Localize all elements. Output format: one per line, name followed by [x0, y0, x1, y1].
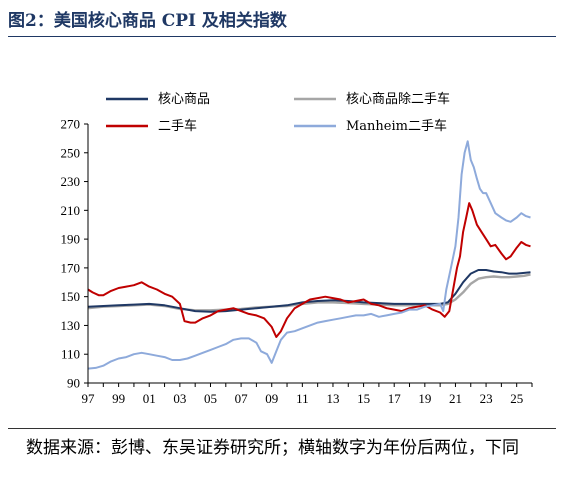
x-tick-label: 21 [449, 391, 462, 406]
chart-title: 图2：美国核心商品 CPI 及相关指数 [8, 11, 287, 31]
y-tick-label: 270 [61, 117, 81, 132]
x-tick-label: 99 [112, 391, 125, 406]
y-tick-label: 210 [61, 203, 81, 218]
x-tick-label: 19 [418, 391, 431, 406]
x-tick-label: 11 [296, 391, 309, 406]
x-tick-label: 25 [510, 391, 523, 406]
y-tick-label: 190 [61, 232, 81, 247]
y-tick-label: 250 [61, 145, 81, 160]
x-tick-label: 01 [143, 391, 156, 406]
x-tick-label: 23 [480, 391, 493, 406]
legend-label-0: 核心商品 [158, 92, 210, 107]
y-tick-label: 90 [67, 376, 80, 391]
legend-label-3: Manheim二手车 [346, 118, 447, 134]
x-tick-label: 07 [235, 391, 249, 406]
y-tick-label: 130 [61, 318, 81, 333]
legend-label-2: 二手车 [158, 118, 197, 134]
x-tick-label: 17 [388, 391, 402, 406]
series-line-3 [87, 140, 531, 370]
x-tick-label: 05 [204, 391, 217, 406]
y-tick-label: 110 [61, 347, 80, 362]
x-tick-label: 09 [265, 391, 278, 406]
source-divider [8, 428, 556, 429]
source-note: 数据来源：彭博、东吴证券研究所；横轴数字为年份后两位，下同 [26, 438, 519, 458]
y-tick-label: 230 [61, 174, 81, 189]
x-tick-label: 97 [82, 391, 96, 406]
line-chart: 90 110 130 150 170 190 210 230 250 270 97 99 01 03 05 0… [61, 91, 533, 406]
series-line-2 [87, 202, 531, 338]
x-tick-label: 15 [357, 391, 370, 406]
series-layer [87, 140, 531, 370]
x-tick-label: 03 [173, 391, 186, 406]
y-tick-label: 150 [61, 289, 81, 304]
legend-label-1: 核心商品除二手车 [346, 91, 450, 107]
axis-layer: 90 110 130 150 170 190 210 230 250 270 97 99 01 03 05 0… [61, 117, 533, 406]
title-divider [8, 36, 556, 37]
x-tick-label: 13 [326, 391, 339, 406]
y-tick-label: 170 [61, 260, 81, 275]
